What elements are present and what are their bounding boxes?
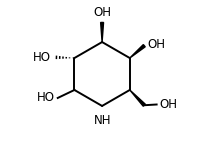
Text: NH: NH (94, 114, 112, 127)
Text: OH: OH (160, 98, 177, 111)
Text: OH: OH (93, 6, 111, 19)
Polygon shape (130, 45, 145, 58)
Text: HO: HO (33, 51, 51, 64)
Text: OH: OH (147, 38, 165, 52)
Polygon shape (101, 22, 104, 42)
Polygon shape (130, 90, 145, 106)
Text: HO: HO (37, 91, 55, 104)
